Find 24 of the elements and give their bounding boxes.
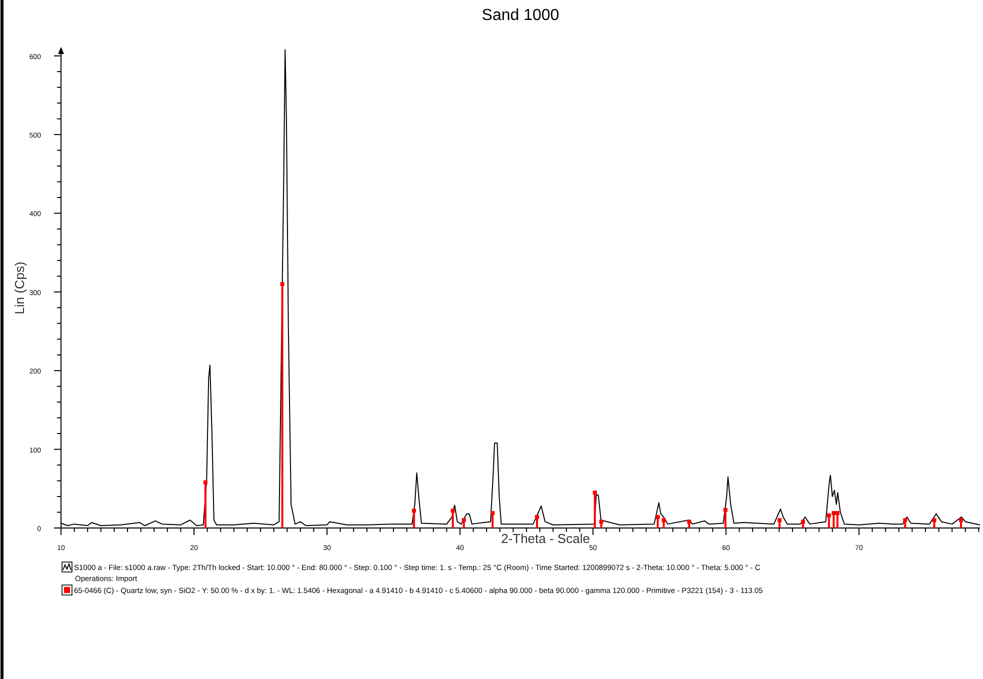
point [534,514,539,519]
point [832,511,836,516]
point [903,518,908,522]
point [835,511,840,516]
point [687,520,692,524]
point [656,514,660,519]
x-axis-title: 2-Theta - Scale [501,531,590,546]
point [778,518,782,522]
chart-title: Sand 1000 [482,7,560,24]
point [662,518,666,522]
point [280,282,284,286]
point [723,508,728,512]
point [958,518,963,522]
point [826,513,831,518]
point [599,520,604,524]
point [450,508,455,513]
y-axis-title: Lin (Cps) [12,262,27,314]
point [490,511,495,516]
point [932,518,936,522]
point [462,518,466,522]
point [592,490,597,495]
point [203,480,208,484]
point [800,520,805,524]
point [412,508,416,513]
